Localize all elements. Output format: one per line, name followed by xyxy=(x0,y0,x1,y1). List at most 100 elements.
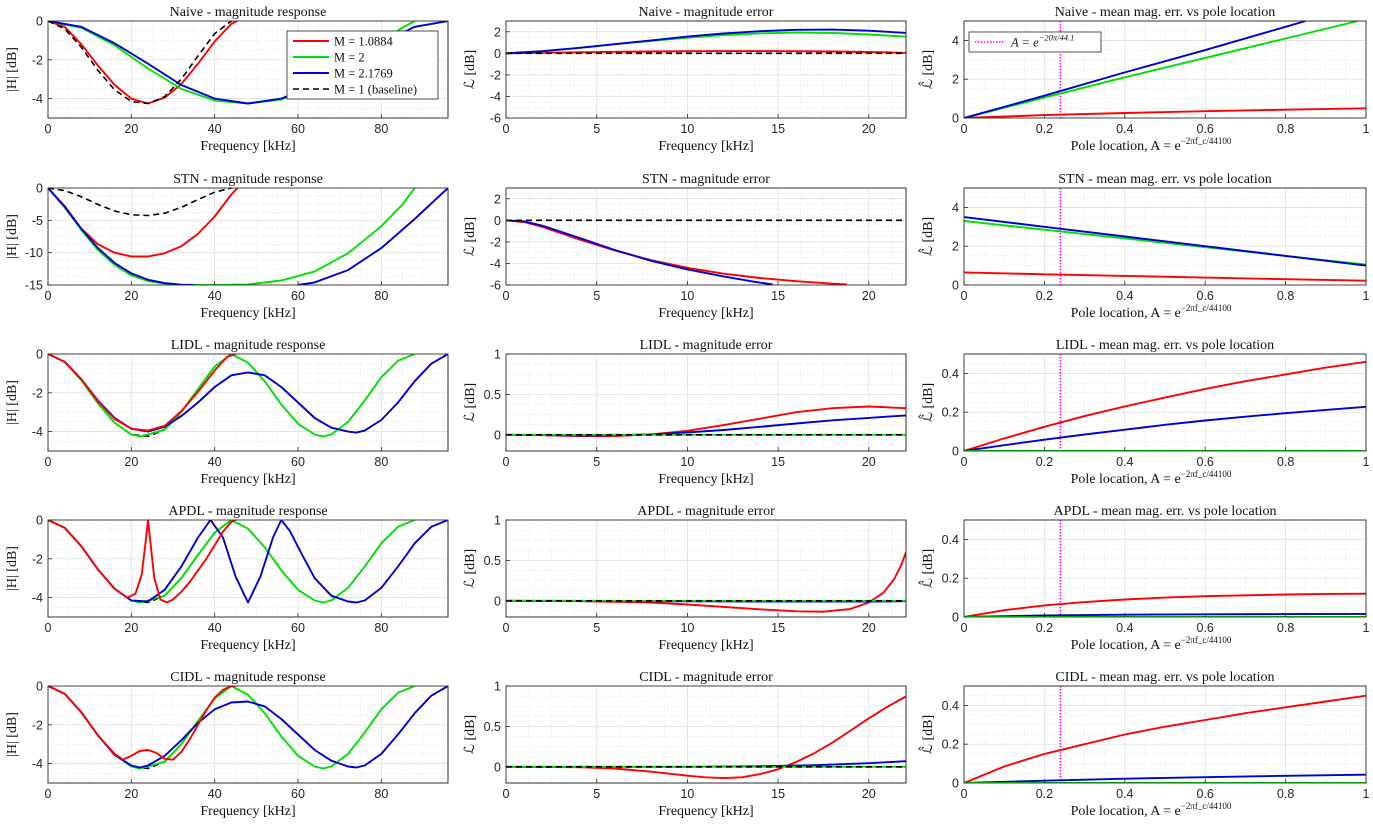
y-tick-label: 0.4 xyxy=(942,533,959,547)
x-tick-label: 10 xyxy=(680,122,694,136)
axes-frame xyxy=(963,20,1367,119)
x-tick-label: 1 xyxy=(1363,787,1370,801)
panel-title: APDL - magnitude response xyxy=(168,504,327,519)
x-tick-label: 40 xyxy=(208,621,222,635)
x-tick-label: 5 xyxy=(593,122,600,136)
series-line-M_2_1769 xyxy=(964,612,1366,617)
x-axis-label: Frequency [kHz] xyxy=(658,804,753,819)
panel-stn-resp: 0 20 40 60 80 0 -5 -10 -15 STN - magnitude respon… xyxy=(5,172,449,321)
x-tick-label: 0 xyxy=(503,621,510,635)
series-line-M_1_0884 xyxy=(48,520,236,604)
x-tick-label: 0.2 xyxy=(1036,787,1053,801)
x-tick-label: 0 xyxy=(503,289,510,303)
y-tick-label: -6 xyxy=(490,279,501,293)
series-line-M_1_0884 xyxy=(506,695,906,780)
axes-frame xyxy=(505,685,907,784)
y-tick-label: -2 xyxy=(32,718,43,732)
x-tick-label: 0.2 xyxy=(1036,455,1053,469)
panel-naive-mean: 0 0.2 0.4 0.6 0.8 1 4 2 0 Naive - mean mag. err. … xyxy=(918,5,1369,154)
y-tick-label: -15 xyxy=(25,279,43,293)
series-group xyxy=(48,188,448,285)
x-tick-label: 0.8 xyxy=(1277,787,1294,801)
x-tick-label: 0 xyxy=(503,787,510,801)
y-tick-label: 0 xyxy=(494,594,501,608)
y-tick-label: 2 xyxy=(952,73,959,87)
panel-stn-mean: 0 0.2 0.4 0.6 0.8 1 4 2 0 STN - mean mag. err. vs… xyxy=(918,172,1369,321)
x-tick-label: 0.2 xyxy=(1036,122,1053,136)
y-tick-label: 0 xyxy=(494,760,501,774)
x-axis-label: Frequency [kHz] xyxy=(200,139,295,154)
panel-cidl-mean: 0 0.2 0.4 0.6 0.8 1 0.4 0.2 0 CIDL - mean mag. er… xyxy=(918,670,1369,819)
series-line-M_2_1769 xyxy=(964,773,1366,783)
panel-title: Naive - magnitude error xyxy=(639,5,774,20)
y-tick-label: 4 xyxy=(952,201,959,215)
axes-frame xyxy=(47,353,449,452)
x-tick-label: 0 xyxy=(961,787,968,801)
y-tick-label: 0 xyxy=(36,15,43,29)
axes-frame xyxy=(505,187,907,286)
series-line-M_2 xyxy=(48,188,416,285)
y-tick-label: 0 xyxy=(36,680,43,694)
x-tick-label: 0.6 xyxy=(1197,455,1214,469)
x-axis-label: Frequency [kHz] xyxy=(658,472,753,487)
axes-frame xyxy=(963,685,1367,784)
x-tick-label: 0 xyxy=(45,122,52,136)
y-tick-label: -4 xyxy=(32,757,43,771)
series-line-M_1_0884 xyxy=(964,360,1366,451)
x-tick-label: 60 xyxy=(291,122,305,136)
panel-title: LIDL - mean mag. err. vs pole location xyxy=(1056,338,1274,353)
x-axis-label: Frequency [kHz] xyxy=(658,139,753,154)
y-tick-label: -2 xyxy=(490,68,501,82)
y-axis-label: |H| [dB] xyxy=(5,214,20,259)
y-tick-label: -2 xyxy=(490,235,501,249)
axes-frame xyxy=(47,519,449,618)
panel-title: CIDL - mean mag. err. vs pole location xyxy=(1055,670,1274,685)
y-tick-label: 0 xyxy=(36,348,43,362)
x-axis-label: Frequency [kHz] xyxy=(658,306,753,321)
x-tick-label: 5 xyxy=(593,455,600,469)
x-tick-label: 15 xyxy=(771,621,785,635)
x-tick-label: 20 xyxy=(862,787,876,801)
axes-frame xyxy=(963,519,1367,618)
panel-title: STN - mean mag. err. vs pole location xyxy=(1058,172,1271,187)
y-tick-label: 0 xyxy=(952,279,959,293)
panel-cidl-err: 0 5 10 15 20 1 0.5 0 CIDL - magnitude error Frequ… xyxy=(463,670,907,819)
y-tick-label: 1 xyxy=(494,348,501,362)
y-tick-label: -4 xyxy=(490,90,501,104)
y-tick-label: 0.2 xyxy=(942,572,959,586)
x-tick-label: 40 xyxy=(208,455,222,469)
panel-apdl-mean: 0 0.2 0.4 0.6 0.8 1 0.4 0.2 0 APDL - mean mag. er… xyxy=(918,504,1369,653)
x-tick-label: 0 xyxy=(961,289,968,303)
x-tick-label: 0.8 xyxy=(1277,621,1294,635)
y-tick-label: 0 xyxy=(952,611,959,625)
series-group xyxy=(506,219,906,285)
series-line-M_1_0884 xyxy=(964,271,1366,282)
y-tick-label: 0.5 xyxy=(484,554,501,568)
x-axis-label-exponent: −2πf_c/44100 xyxy=(1181,136,1232,146)
y-tick-label: -2 xyxy=(32,552,43,566)
y-axis-label: ℒ̂ [dB] xyxy=(918,549,936,588)
axes-frame xyxy=(505,353,907,452)
y-axis-label: |H| [dB] xyxy=(5,712,20,757)
x-tick-label: 0 xyxy=(961,122,968,136)
x-tick-label: 0.4 xyxy=(1116,621,1133,635)
x-axis-label: Frequency [kHz] xyxy=(200,306,295,321)
x-axis-label: Pole location, A = e−2πf_c/44100 xyxy=(1071,303,1232,321)
x-tick-label: 0.8 xyxy=(1277,455,1294,469)
y-axis-label: ℒ [dB] xyxy=(463,715,478,754)
y-tick-label: -10 xyxy=(25,246,43,260)
legend-label-M_2_1769: M = 2.1769 xyxy=(334,67,393,81)
series-line-M_2_1769 xyxy=(964,21,1306,118)
x-tick-label: 40 xyxy=(208,787,222,801)
series-group xyxy=(964,21,1366,118)
series-group xyxy=(964,520,1366,617)
x-tick-label: 20 xyxy=(862,621,876,635)
x-tick-label: 80 xyxy=(374,621,388,635)
series-line-M_2 xyxy=(48,354,416,438)
series-line-M_2_1769 xyxy=(964,405,1366,451)
y-tick-label: 2 xyxy=(952,240,959,254)
series-line-M_1_0884 xyxy=(48,354,236,432)
grid xyxy=(47,519,448,618)
y-tick-label: -2 xyxy=(32,53,43,67)
